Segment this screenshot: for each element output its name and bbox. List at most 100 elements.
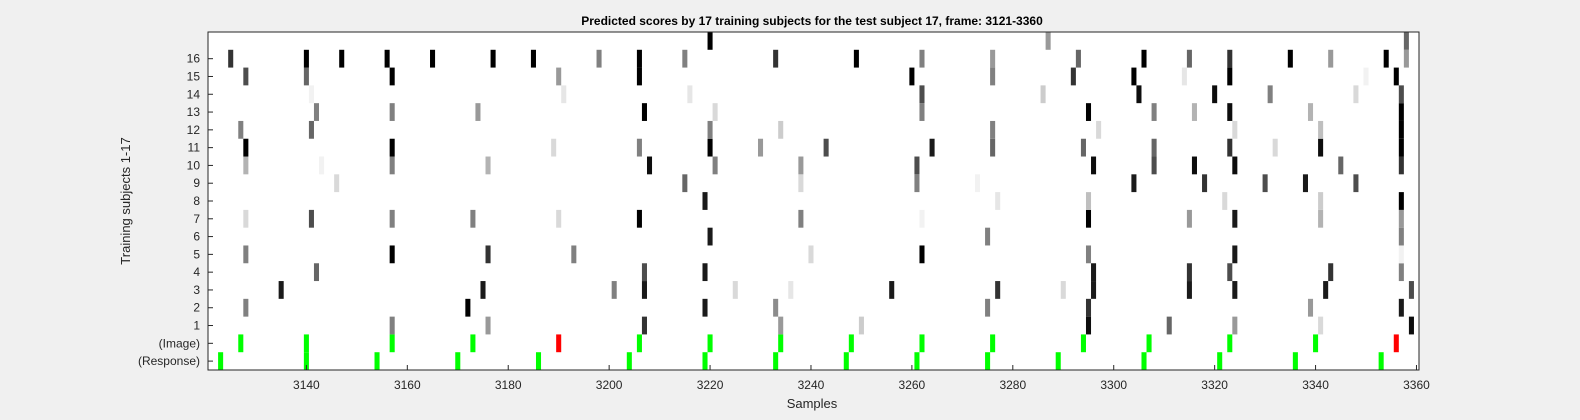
heatmap-cell-16-10: [773, 49, 779, 68]
heatmap-cell-3-4: [732, 281, 738, 299]
heatmap-cell-1-1: [485, 316, 491, 335]
heatmap-cell-3-8: [1060, 281, 1066, 299]
heatmap-cell-5-0: [243, 245, 249, 264]
heatmap-cell-response-3: [455, 352, 461, 370]
heatmap-cell-16-5: [490, 49, 496, 68]
heatmap-cell-2-7: [1398, 298, 1404, 317]
heatmap-cell-11-5: [758, 138, 764, 157]
heatmap-cell-image-7: [778, 334, 784, 353]
heatmap-cell-9-1: [682, 174, 688, 193]
heatmap-cell-5-7: [1232, 245, 1238, 264]
y-tick-label: (Image): [159, 336, 200, 350]
heatmap-cell-7-9: [1186, 209, 1192, 228]
heatmap-cell-17-1: [1045, 32, 1051, 50]
heatmap-cell-1-2: [641, 316, 647, 335]
y-tick-label: 15: [187, 69, 201, 83]
heatmap-cell-1-6: [1166, 316, 1172, 335]
heatmap-cell-16-7: [596, 49, 602, 68]
heatmap-cell-9-9: [1353, 174, 1359, 193]
heatmap-cell-4-2: [702, 263, 708, 282]
heatmap-cell-response-15: [1378, 352, 1384, 370]
heatmap-cell-1-4: [858, 316, 864, 335]
y-tick-label: 4: [193, 265, 200, 279]
heatmap-cell-8-5: [1398, 192, 1404, 210]
heatmap-cell-16-14: [1075, 49, 1081, 68]
heatmap-cell-3-0: [278, 281, 284, 299]
y-tick-label: 14: [187, 87, 201, 101]
heatmap-cell-14-7: [1267, 85, 1273, 104]
heatmap-cell-13-10: [1307, 103, 1314, 121]
heatmap-cell-16-0: [228, 49, 234, 68]
heatmap-cell-12-5: [1096, 120, 1102, 139]
heatmap-cell-16-8: [636, 49, 642, 68]
heatmap-cell-image-0: [238, 334, 244, 353]
x-tick-label: 3360: [1403, 378, 1430, 392]
heatmap-cell-10-4: [646, 156, 653, 175]
heatmap-cell-10-2: [389, 156, 395, 175]
x-tick-label: 3140: [293, 378, 320, 392]
heatmap-cells: [218, 32, 1414, 370]
heatmap-cell-16-19: [1328, 49, 1334, 68]
heatmap-cell-16-12: [919, 49, 925, 68]
heatmap-cell-15-0: [243, 67, 249, 86]
heatmap-cell-3-12: [1323, 281, 1329, 299]
heatmap-cell-image-1: [303, 334, 309, 353]
heatmap-cell-response-10: [985, 352, 991, 370]
heatmap-cell-15-8: [1131, 67, 1137, 86]
y-axis-label: Training subjects 1-17: [118, 137, 133, 264]
heatmap-cell-5-3: [571, 245, 577, 264]
heatmap-cell-16-1: [303, 49, 309, 68]
x-tick-label: 3220: [697, 378, 724, 392]
heatmap-cell-14-2: [687, 85, 693, 104]
heatmap-cell-9-3: [914, 174, 920, 193]
heatmap-cell-response-2: [374, 352, 380, 370]
heatmap-cell-response-14: [1292, 352, 1298, 370]
heatmap-cell-14-5: [1136, 85, 1142, 104]
heatmap-cell-15-9: [1181, 67, 1187, 86]
heatmap-cell-16-4: [430, 49, 436, 68]
heatmap-cell-6-1: [985, 227, 991, 246]
heatmap-cell-2-5: [1085, 298, 1092, 317]
heatmap-cell-3-7: [995, 281, 1001, 299]
heatmap-cell-13-9: [1227, 103, 1233, 121]
y-tick-label: 2: [193, 301, 200, 315]
heatmap-cell-1-0: [389, 316, 395, 335]
heatmap-cell-2-2: [702, 298, 708, 317]
heatmap-cell-11-7: [929, 138, 935, 157]
heatmap-cell-10-1: [319, 156, 325, 175]
heatmap-cell-2-4: [985, 298, 991, 317]
heatmap-cell-8-0: [702, 192, 708, 210]
y-tick-label: 6: [193, 230, 200, 244]
heatmap-cell-6-2: [1398, 227, 1404, 246]
y-tick-label: 1: [193, 319, 200, 333]
heatmap-cell-3-1: [480, 281, 486, 299]
heatmap-cell-5-6: [1085, 245, 1092, 264]
heatmap-cell-response-6: [702, 352, 708, 370]
heatmap-cell-4-1: [641, 263, 647, 282]
heatmap-cell-3-3: [641, 281, 647, 299]
heatmap-cell-2-1: [465, 298, 471, 317]
heatmap-cell-16-16: [1186, 49, 1192, 68]
heatmap-cell-12-8: [1398, 120, 1404, 139]
heatmap-cell-3-6: [889, 281, 895, 299]
y-tick-label: 13: [187, 105, 201, 119]
x-tick-label: 3320: [1201, 378, 1228, 392]
x-tick-label: 3340: [1302, 378, 1329, 392]
heatmap-cell-15-3: [556, 67, 562, 86]
heatmap-cell-3-11: [1232, 281, 1238, 299]
heatmap-cell-7-10: [1232, 209, 1238, 228]
heatmap-cell-11-0: [243, 138, 249, 157]
heatmap-cell-1-8: [1318, 316, 1324, 335]
heatmap-cell-image-8: [848, 334, 854, 353]
heatmap-cell-image-11: [1080, 334, 1086, 353]
heatmap-cell-7-11: [1318, 209, 1324, 228]
heatmap-cell-11-1: [389, 138, 395, 157]
heatmap-cell-3-5: [788, 281, 794, 299]
heatmap-cell-11-6: [823, 138, 829, 157]
heatmap-cell-10-10: [1191, 156, 1197, 175]
heatmap-cell-12-2: [707, 120, 713, 139]
heatmap-cell-10-12: [1338, 156, 1344, 175]
x-tick-label: 3200: [596, 378, 623, 392]
heatmap-cell-14-0: [308, 85, 314, 104]
